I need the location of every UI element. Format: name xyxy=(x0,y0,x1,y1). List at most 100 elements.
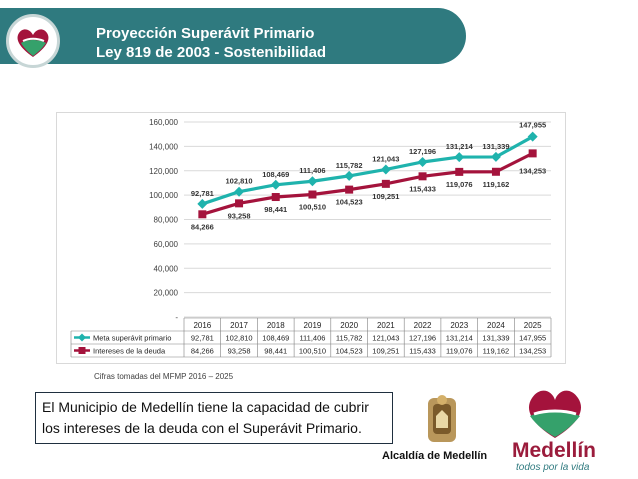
x-tick-label: 2019 xyxy=(304,321,322,330)
table-cell-value: 119,076 xyxy=(446,347,473,356)
data-label: 84,266 xyxy=(191,222,214,231)
table-cell-value: 104,523 xyxy=(336,347,363,356)
table-cell-value: 111,406 xyxy=(299,334,325,343)
table-cell-value: 121,043 xyxy=(372,334,399,343)
title-line-2: Ley 819 de 2003 - Sostenibilidad xyxy=(96,44,327,61)
data-label: 98,441 xyxy=(264,205,287,214)
legend-marker xyxy=(78,333,86,342)
x-tick-label: 2016 xyxy=(193,321,211,330)
x-tick-label: 2020 xyxy=(340,321,358,330)
title-line-1: Proyección Superávit Primario xyxy=(96,25,315,42)
source-note: Cifras tomadas del MFMP 2016 – 2025 xyxy=(94,372,234,381)
data-point xyxy=(270,179,281,190)
data-label: 111,406 xyxy=(299,166,325,175)
data-label: 108,469 xyxy=(262,170,289,179)
series-line xyxy=(201,135,534,206)
table-cell-value: 108,469 xyxy=(262,334,289,343)
data-point xyxy=(380,164,391,175)
data-label: 119,162 xyxy=(483,180,510,189)
data-label: 131,339 xyxy=(482,142,509,151)
x-tick-label: 2024 xyxy=(487,321,505,330)
data-point xyxy=(198,210,207,219)
brand-block: Medellín todos por la vida xyxy=(512,439,597,474)
y-tick-label: 120,000 xyxy=(149,167,178,176)
data-label: 127,196 xyxy=(409,147,436,156)
table-cell-value: 84,266 xyxy=(191,347,214,356)
legend-label: Meta superávit primario xyxy=(93,334,171,343)
data-label: 147,955 xyxy=(519,121,546,130)
y-tick-label: 140,000 xyxy=(149,142,178,151)
table-cell-value: 92,781 xyxy=(191,334,214,343)
chart-frame xyxy=(56,112,566,364)
data-point xyxy=(454,152,465,163)
y-tick-label: 20,000 xyxy=(154,289,179,298)
data-label: 92,781 xyxy=(191,189,214,198)
table-cell-value: 127,196 xyxy=(409,334,436,343)
table-cell-value: 98,441 xyxy=(264,347,287,356)
x-tick-label: 2018 xyxy=(267,321,285,330)
data-point xyxy=(527,131,538,142)
alcaldia-seal-icon xyxy=(424,392,460,453)
data-label: 134,253 xyxy=(519,166,546,175)
alcaldia-label: Alcaldía de Medellín xyxy=(382,450,488,462)
data-label: 115,433 xyxy=(409,184,436,193)
y-tick-label: 60,000 xyxy=(154,240,179,249)
table-cell-value: 93,258 xyxy=(228,347,251,356)
data-label: 131,214 xyxy=(446,142,474,151)
x-tick-label: 2025 xyxy=(524,321,542,330)
line-chart: - 20,000 40,000 60,000 80,000 100,000 120,000 1… xyxy=(70,118,552,358)
x-tick-label: 2023 xyxy=(450,321,468,330)
data-label: 102,810 xyxy=(225,177,252,186)
data-point xyxy=(381,179,390,188)
data-label: 119,076 xyxy=(446,180,473,189)
table-cell-value: 109,251 xyxy=(372,347,399,356)
data-point xyxy=(307,176,318,187)
data-point xyxy=(271,193,280,202)
data-point xyxy=(528,149,537,158)
table-cell-value: 134,253 xyxy=(519,347,546,356)
y-tick-label: - xyxy=(175,313,178,322)
data-label: 93,258 xyxy=(228,211,251,220)
table-cell-value: 147,955 xyxy=(519,334,546,343)
table-cell-value: 115,433 xyxy=(409,347,436,356)
table-cell-value: 131,214 xyxy=(446,334,473,343)
table-cell-value: 102,810 xyxy=(225,334,252,343)
table-cell-value: 131,339 xyxy=(482,334,509,343)
page-title: Proyección Superávit Primario Ley 819 de… xyxy=(96,24,326,62)
y-tick-label: 160,000 xyxy=(149,118,178,127)
heart-logo-icon xyxy=(6,14,60,68)
data-point xyxy=(197,198,208,209)
x-tick-label: 2021 xyxy=(377,321,395,330)
data-label: 115,782 xyxy=(336,161,363,170)
header-bar: Proyección Superávit Primario Ley 819 de… xyxy=(0,8,466,68)
data-label: 104,523 xyxy=(336,198,363,207)
data-point xyxy=(491,167,500,176)
data-label: 121,043 xyxy=(372,154,399,163)
x-tick-label: 2022 xyxy=(414,321,432,330)
data-label: 100,510 xyxy=(299,203,326,212)
series-line xyxy=(201,151,534,216)
data-point xyxy=(235,199,244,208)
data-point xyxy=(455,167,464,176)
data-point xyxy=(345,185,354,194)
table-cell-value: 119,162 xyxy=(483,347,510,356)
data-point xyxy=(418,172,427,181)
data-point xyxy=(234,186,245,197)
data-label: 109,251 xyxy=(372,192,399,201)
data-point xyxy=(344,170,355,181)
y-tick-label: 40,000 xyxy=(154,264,179,273)
medellin-heart-icon xyxy=(520,384,590,445)
data-point xyxy=(308,190,317,199)
table-cell-value: 115,782 xyxy=(336,334,363,343)
x-tick-label: 2017 xyxy=(230,321,248,330)
y-tick-label: 80,000 xyxy=(154,216,179,225)
data-point xyxy=(417,156,428,167)
y-tick-label: 100,000 xyxy=(149,191,178,200)
data-point xyxy=(490,151,501,162)
conclusion-textbox: El Municipio de Medellín tiene la capaci… xyxy=(35,392,393,444)
brand-name: Medellín xyxy=(512,439,597,462)
legend-label: Intereses de la deuda xyxy=(93,347,166,356)
table-cell-value: 100,510 xyxy=(299,347,326,356)
legend-marker xyxy=(78,347,86,354)
brand-tagline: todos por la vida xyxy=(516,462,590,473)
